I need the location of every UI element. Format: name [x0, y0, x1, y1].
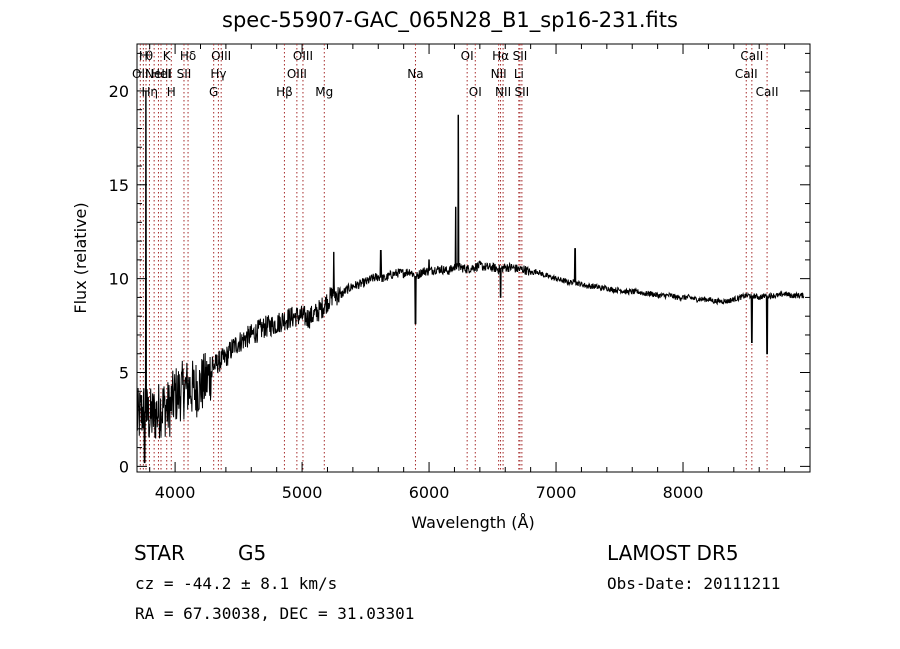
line-label-4: η: [150, 85, 158, 99]
spectral-line-markers: [139, 44, 768, 472]
line-label-22: Hα: [492, 49, 509, 63]
spectrum-line: [136, 90, 805, 464]
line-label-0: OII: [132, 67, 149, 81]
spectral-line-labels: OIIHHθηNeIIIHeIKHSIIHδGHγOIIIHβOIIIOIIIM…: [132, 49, 778, 99]
line-label-5: NeIII: [145, 67, 172, 81]
plot-frame: [136, 43, 811, 473]
line-label-17: Mg: [315, 85, 333, 99]
y-tick-label-2: 10: [109, 270, 129, 289]
line-label-26: SII: [515, 85, 530, 99]
chart-title: spec-55907-GAC_065N28_B1_sp16-231.fits: [222, 8, 678, 32]
object-subclass: G5: [238, 541, 267, 565]
line-label-6: HeI: [151, 67, 171, 81]
x-tick-label-4: 8000: [663, 483, 704, 502]
line-label-9: SII: [177, 67, 192, 81]
x-tick-label-3: 7000: [536, 483, 577, 502]
line-label-15: OIII: [287, 67, 307, 81]
line-label-18: Na: [407, 67, 423, 81]
line-label-8: H: [167, 85, 176, 99]
line-label-23: NII: [495, 85, 511, 99]
y-tick-label-3: 15: [109, 176, 129, 195]
line-label-1: H: [139, 49, 148, 63]
coordinates: RA = 67.30038, DEC = 31.03301: [135, 604, 415, 623]
survey-name: LAMOST DR5: [607, 541, 739, 565]
line-label-16: OIII: [293, 49, 313, 63]
x-axis-ticks: 4000 5000 6000 7000 8000: [149, 44, 786, 502]
line-label-19: OI: [461, 49, 474, 63]
x-tick-label-0: 4000: [155, 483, 196, 502]
line-label-7: K: [163, 49, 172, 63]
y-axis-ticks: 0 5 10 15 20: [109, 52, 810, 476]
line-label-25: SII: [513, 49, 528, 63]
obs-date: Obs-Date: 20111211: [607, 574, 781, 593]
y-tick-label-0: 0: [119, 457, 129, 476]
y-tick-label-4: 20: [109, 82, 129, 101]
line-label-28: CaII: [740, 49, 763, 63]
y-tick-label-1: 5: [119, 364, 129, 383]
line-label-12: Hγ: [210, 67, 226, 81]
x-axis-label: Wavelength (Å): [411, 513, 534, 532]
redshift-info: cz = -44.2 ± 8.1 km/s: [135, 574, 338, 593]
line-label-24: Li: [514, 67, 524, 81]
x-tick-label-1: 5000: [282, 483, 323, 502]
line-label-3: θ: [146, 49, 153, 63]
line-label-14: Hβ: [276, 85, 293, 99]
object-class: STAR: [134, 541, 185, 565]
line-label-20: OI: [469, 85, 482, 99]
line-label-11: G: [209, 85, 218, 99]
y-axis-label: Flux (relative): [71, 202, 90, 313]
line-label-27: CaII: [735, 67, 758, 81]
line-label-29: CaII: [756, 85, 779, 99]
line-label-13: OIII: [211, 49, 231, 63]
line-label-21: NII: [491, 67, 507, 81]
x-tick-label-2: 6000: [409, 483, 450, 502]
spectrum-series: [136, 90, 805, 464]
line-label-10: Hδ: [180, 49, 196, 63]
